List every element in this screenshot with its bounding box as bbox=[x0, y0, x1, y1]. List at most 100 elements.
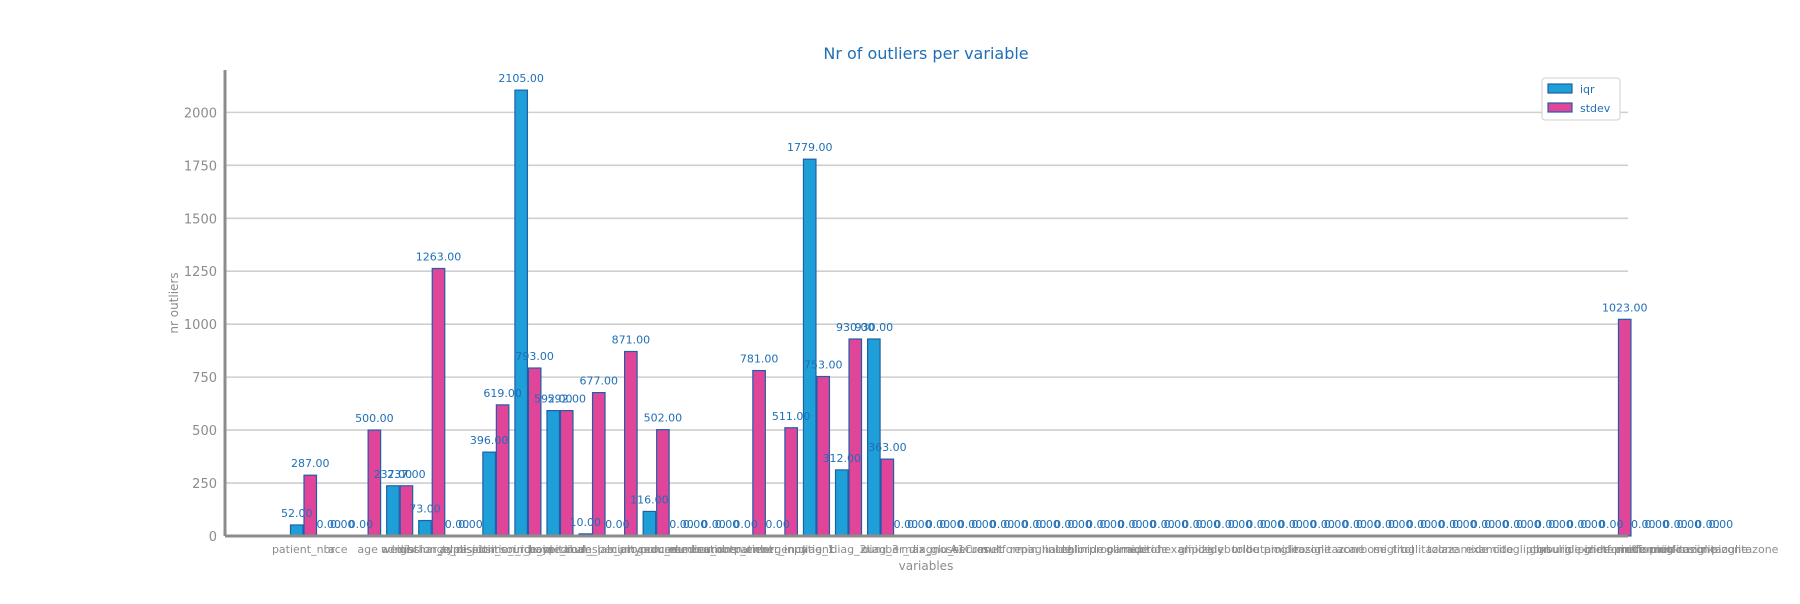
data-labels: 52.000.00 0.00237.0073.000.00396.002105.0… bbox=[281, 72, 1733, 531]
data-label-iqr: 10.00 bbox=[570, 516, 602, 529]
data-label-iqr: 0.00 bbox=[1503, 518, 1528, 531]
data-label-stdev: 0.00 bbox=[715, 518, 740, 531]
bar-stdev-medical_specialty bbox=[591, 391, 606, 537]
y-tick-label: 1500 bbox=[184, 212, 217, 227]
x-tick-label: glimepiride bbox=[1106, 543, 1168, 556]
data-label-stdev: 0.00 bbox=[1420, 518, 1445, 531]
x-tick-label: patient_nbr bbox=[272, 543, 336, 556]
data-label-iqr: 0.00 bbox=[1663, 518, 1688, 531]
legend: iqr stdev bbox=[1541, 77, 1621, 121]
y-tick-label: 750 bbox=[192, 371, 217, 386]
x-tick-label: A1Cresult bbox=[950, 543, 1004, 556]
x-tick-label: num_procedures bbox=[610, 543, 702, 556]
bar-iqr-patient_nbr bbox=[289, 524, 304, 537]
legend-swatch-stdev bbox=[1547, 102, 1573, 113]
data-label-stdev: 363.00 bbox=[868, 441, 907, 454]
x-tick-label: max_glu_serum bbox=[901, 543, 988, 556]
bar-iqr-diag_1 bbox=[802, 158, 817, 537]
data-label-iqr: 0.00 bbox=[1439, 518, 1464, 531]
x-tick-label: acarbose bbox=[1336, 543, 1386, 556]
data-label-iqr: 0.00 bbox=[669, 518, 694, 531]
data-label-iqr: 0.00 bbox=[1118, 518, 1143, 531]
data-label-iqr: 52.00 bbox=[281, 507, 313, 520]
data-label-iqr: 0.00 bbox=[1054, 518, 1079, 531]
x-tick-label: pioglitazone bbox=[1264, 543, 1331, 556]
bar-iqr-admission_source_id bbox=[482, 451, 496, 537]
x-tick-label: glipizide bbox=[1178, 543, 1224, 556]
data-label-stdev: 0.00 bbox=[1260, 518, 1285, 531]
data-label-iqr: 0.00 bbox=[445, 518, 470, 531]
data-label-stdev: 0.00 bbox=[1356, 518, 1381, 531]
x-tick-label: diag_1 bbox=[798, 543, 834, 556]
data-label-stdev: 287.00 bbox=[291, 457, 330, 470]
data-label-stdev: 0.00 bbox=[330, 518, 355, 531]
y-tick-label: 500 bbox=[192, 424, 217, 439]
x-tick-label: discharge_disposition_id bbox=[397, 543, 531, 556]
data-label-stdev: 0.00 bbox=[1132, 518, 1157, 531]
data-label-stdev: 0.00 bbox=[1580, 518, 1605, 531]
bar-iqr-diag_2 bbox=[834, 469, 849, 537]
data-label-stdev: 500.00 bbox=[355, 412, 394, 425]
data-label-iqr: 0.00 bbox=[1599, 518, 1624, 531]
data-label-iqr: 0.00 bbox=[1150, 518, 1175, 531]
x-tick-label: payer_code bbox=[528, 543, 592, 556]
data-label-stdev: 871.00 bbox=[612, 334, 651, 347]
bar-stdev-num_procedures bbox=[656, 429, 670, 537]
data-label-stdev: 0.00 bbox=[1003, 518, 1028, 531]
x-tick-label: medical_specialty bbox=[543, 543, 642, 556]
bar-stdev-diag_2 bbox=[848, 338, 863, 537]
bar-iqr-diag_3 bbox=[866, 338, 881, 537]
data-label-iqr: 930.00 bbox=[855, 321, 894, 334]
data-label-iqr: 116.00 bbox=[630, 493, 669, 506]
data-label-iqr: 0.00 bbox=[605, 518, 630, 531]
x-tick-label: weight bbox=[381, 543, 419, 556]
data-label-stdev: 781.00 bbox=[740, 353, 779, 366]
y-tick-label: 250 bbox=[192, 477, 217, 492]
bar-stdev-admission_type_id bbox=[431, 267, 446, 537]
data-label-stdev: 0.00 bbox=[458, 518, 483, 531]
x-tick-label: number_outpatient bbox=[667, 543, 773, 556]
bar-stdev-number_emergency bbox=[752, 369, 766, 537]
data-label-stdev: 0.00 bbox=[1067, 518, 1092, 531]
x-tick-label: diag_2 bbox=[830, 543, 866, 556]
y-tick-label: 0 bbox=[209, 530, 217, 545]
data-label-iqr: 0.00 bbox=[1535, 518, 1560, 531]
x-tick-label: glyburide bbox=[1207, 543, 1259, 556]
data-label-iqr: 0.00 bbox=[1310, 518, 1335, 531]
legend-label-iqr: iqr bbox=[1580, 83, 1595, 96]
grid-lines bbox=[225, 111, 1628, 484]
x-tick-label: tolbutamide bbox=[1232, 543, 1299, 556]
data-label-iqr: 0.00 bbox=[990, 518, 1015, 531]
data-label-stdev: 0.00 bbox=[1100, 518, 1125, 531]
data-label-stdev: 0.00 bbox=[1324, 518, 1349, 531]
data-label-stdev: 0.00 bbox=[1196, 518, 1221, 531]
bars bbox=[289, 89, 1632, 537]
data-label-stdev: 502.00 bbox=[644, 412, 683, 425]
data-label-iqr: 0.00 bbox=[1631, 518, 1656, 531]
data-label-stdev: 0.00 bbox=[939, 518, 964, 531]
x-tick-label: metformin-pioglitazone bbox=[1650, 543, 1779, 556]
data-label-iqr: 592.00 bbox=[534, 393, 573, 406]
data-label-iqr: 0.00 bbox=[1567, 518, 1592, 531]
x-tick-label: diag_3 bbox=[862, 543, 898, 556]
data-label-stdev: 592.00 bbox=[547, 393, 586, 406]
bar-iqr-admission_type_id bbox=[418, 519, 432, 537]
x-tick-label: troglitazone bbox=[1393, 543, 1459, 556]
x-tick-label: num_medications bbox=[640, 543, 738, 556]
data-label-iqr: 0.00 bbox=[701, 518, 726, 531]
data-label-stdev: 0.00 bbox=[971, 518, 996, 531]
y-tick-label: 1750 bbox=[184, 159, 217, 174]
data-label-iqr: 1779.00 bbox=[787, 141, 833, 154]
x-tick-label: metformin-rosiglitazone bbox=[1616, 543, 1748, 556]
data-label-stdev: 511.00 bbox=[772, 410, 811, 423]
data-label-stdev: 0.00 bbox=[1035, 518, 1060, 531]
data-label-stdev: 793.00 bbox=[515, 350, 554, 363]
bar-iqr-payer_code bbox=[546, 410, 561, 537]
data-label-stdev: 0.00 bbox=[1292, 518, 1317, 531]
data-label-stdev: 0.00 bbox=[1228, 518, 1253, 531]
data-label-iqr: 0.00 bbox=[1086, 518, 1111, 531]
x-tick-label: chlorpropamide bbox=[1062, 543, 1149, 556]
